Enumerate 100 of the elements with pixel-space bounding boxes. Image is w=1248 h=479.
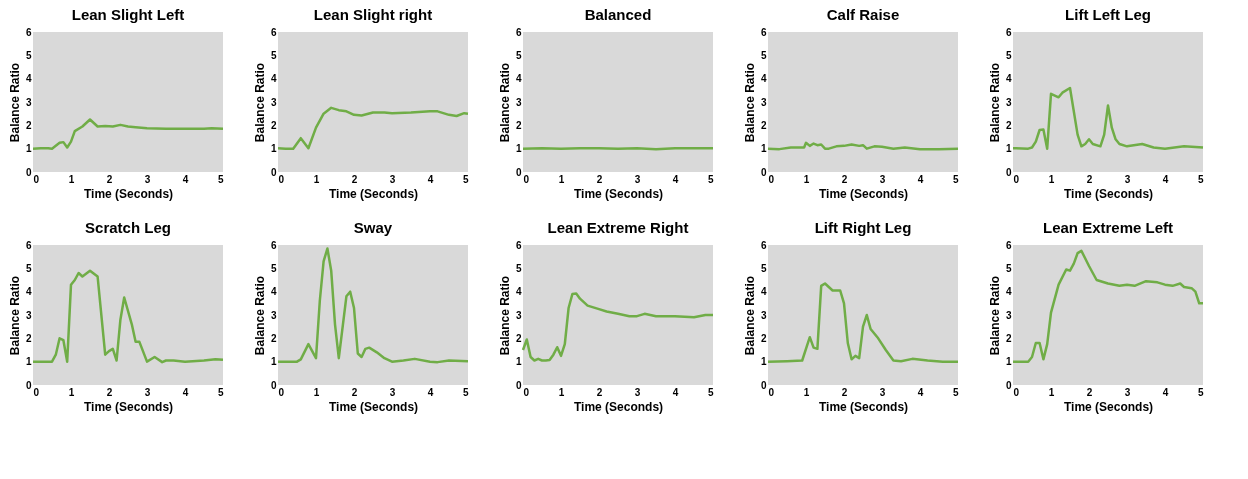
x-axis-title: Time (Seconds): [573, 186, 664, 201]
x-tick-label: 3: [389, 173, 396, 185]
y-tick-label: 3: [515, 309, 522, 321]
y-tick-label: 3: [1005, 96, 1012, 108]
y-tick-label: 6: [515, 26, 522, 38]
x-tick-label: 4: [1162, 173, 1169, 185]
y-axis-title: Balance Ratio: [7, 62, 22, 143]
chart-title: Lean Slight Left: [71, 6, 185, 23]
y-tick-label: 4: [515, 73, 522, 85]
x-tick-label: 5: [462, 386, 469, 398]
y-tick-label: 4: [270, 286, 277, 298]
y-tick-label: 3: [515, 96, 522, 108]
y-tick-label: 4: [760, 73, 767, 85]
y-tick-label: 5: [25, 262, 32, 274]
y-tick-label: 2: [515, 332, 522, 344]
y-tick-label: 5: [760, 262, 767, 274]
x-tick-label: 5: [1197, 173, 1204, 185]
x-tick-label: 4: [1162, 386, 1169, 398]
y-tick-label: 3: [1005, 309, 1012, 321]
x-axis-title: Time (Seconds): [83, 399, 174, 414]
x-axis-title: Time (Seconds): [83, 186, 174, 201]
x-tick-label: 1: [313, 386, 320, 398]
y-tick-label: 2: [270, 332, 277, 344]
y-tick-label: 3: [270, 309, 277, 321]
y-tick-label: 6: [760, 26, 767, 38]
y-tick-label: 6: [760, 239, 767, 251]
y-tick-label: 2: [515, 119, 522, 131]
y-tick-label: 1: [1005, 143, 1012, 155]
x-tick-label: 2: [1086, 173, 1093, 185]
x-tick-label: 5: [707, 173, 714, 185]
y-tick-label: 5: [1005, 49, 1012, 61]
y-tick-label: 1: [270, 356, 277, 368]
x-tick-label: 5: [217, 173, 224, 185]
x-tick-label: 3: [1124, 173, 1131, 185]
x-tick-label: 1: [558, 386, 565, 398]
y-tick-label: 2: [270, 119, 277, 131]
y-tick-label: 5: [270, 49, 277, 61]
x-tick-label: 0: [33, 173, 40, 185]
y-axis-title: Balance Ratio: [742, 275, 757, 356]
y-tick-label: 1: [760, 356, 767, 368]
x-tick-label: 0: [523, 386, 530, 398]
x-tick-label: 0: [278, 386, 285, 398]
chart-title: Lift Left Leg: [1065, 6, 1151, 23]
y-tick-label: 6: [270, 239, 277, 251]
x-tick-label: 2: [596, 173, 603, 185]
x-tick-label: 5: [952, 386, 959, 398]
x-tick-label: 4: [427, 173, 434, 185]
x-tick-label: 5: [707, 386, 714, 398]
y-tick-label: 2: [1005, 332, 1012, 344]
y-tick-label: 1: [25, 356, 32, 368]
x-tick-label: 4: [672, 386, 679, 398]
y-axis-title: Balance Ratio: [252, 62, 267, 143]
x-tick-label: 0: [768, 173, 775, 185]
x-tick-label: 5: [1197, 386, 1204, 398]
y-tick-label: 1: [515, 356, 522, 368]
y-axis-title: Balance Ratio: [252, 275, 267, 356]
x-tick-label: 4: [427, 386, 434, 398]
y-tick-label: 3: [760, 96, 767, 108]
x-tick-label: 4: [182, 173, 189, 185]
y-tick-label: 1: [760, 143, 767, 155]
y-tick-label: 4: [1005, 73, 1012, 85]
y-tick-label: 3: [760, 309, 767, 321]
x-tick-label: 1: [558, 173, 565, 185]
x-tick-label: 0: [278, 173, 285, 185]
y-axis-title: Balance Ratio: [497, 62, 512, 143]
y-axis-title: Balance Ratio: [987, 62, 1002, 143]
y-tick-label: 6: [270, 26, 277, 38]
x-axis-title: Time (Seconds): [328, 186, 419, 201]
chart-title: Sway: [353, 219, 393, 236]
y-tick-label: 5: [1005, 262, 1012, 274]
chart-title: Lean Slight right: [313, 6, 433, 23]
x-tick-label: 1: [68, 173, 75, 185]
x-tick-label: 1: [1048, 173, 1055, 185]
x-tick-label: 5: [952, 173, 959, 185]
y-tick-label: 5: [515, 49, 522, 61]
x-tick-label: 2: [1086, 386, 1093, 398]
x-tick-label: 4: [182, 386, 189, 398]
x-tick-label: 0: [523, 173, 530, 185]
x-axis-title: Time (Seconds): [1063, 399, 1154, 414]
x-axis-title: Time (Seconds): [818, 186, 909, 201]
y-tick-label: 6: [1005, 239, 1012, 251]
y-tick-label: 4: [270, 73, 277, 85]
x-axis-title: Time (Seconds): [1063, 186, 1154, 201]
chart-title: Calf Raise: [826, 6, 900, 23]
x-tick-label: 5: [217, 386, 224, 398]
x-axis-title: Time (Seconds): [573, 399, 664, 414]
x-tick-label: 3: [144, 386, 151, 398]
y-tick-label: 2: [25, 332, 32, 344]
x-tick-label: 1: [803, 386, 810, 398]
y-tick-label: 6: [25, 26, 32, 38]
x-tick-label: 1: [313, 173, 320, 185]
chart-title: Lift Right Leg: [814, 219, 912, 236]
x-tick-label: 3: [879, 173, 886, 185]
y-tick-label: 4: [1005, 286, 1012, 298]
y-tick-label: 1: [270, 143, 277, 155]
y-axis-title: Balance Ratio: [742, 62, 757, 143]
x-tick-label: 2: [351, 173, 358, 185]
y-tick-label: 2: [25, 119, 32, 131]
y-tick-label: 1: [25, 143, 32, 155]
y-tick-label: 4: [25, 73, 32, 85]
